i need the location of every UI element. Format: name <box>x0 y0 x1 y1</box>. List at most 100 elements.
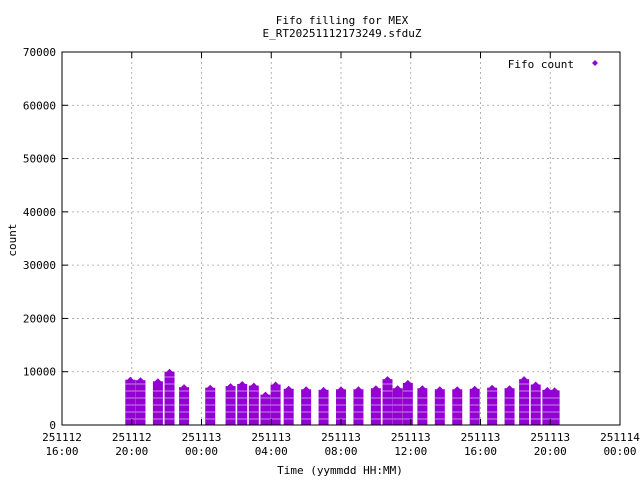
data-point-marker <box>303 386 310 393</box>
data-point-marker <box>338 386 344 393</box>
data-point-marker <box>137 377 144 384</box>
data-point-band <box>382 379 393 425</box>
data-point-column <box>301 386 312 425</box>
x-tick-label-time: 16:00 <box>45 445 78 458</box>
data-point-column <box>205 384 216 425</box>
x-tick-label-time: 16:00 <box>464 445 497 458</box>
data-point-marker <box>532 381 539 388</box>
data-point-column <box>164 368 175 425</box>
data-point-column <box>370 385 381 425</box>
data-point-band <box>152 381 163 425</box>
data-point-band <box>370 388 381 425</box>
x-tick-label-date: 251113 <box>182 431 222 444</box>
data-point-band <box>301 389 312 425</box>
x-tick-label-date: 251112 <box>42 431 82 444</box>
data-point-marker <box>454 386 461 393</box>
data-point-column <box>135 377 146 425</box>
data-point-column <box>260 391 271 425</box>
data-point-column <box>452 386 463 425</box>
data-point-band <box>225 386 236 425</box>
data-point-column <box>392 385 403 425</box>
data-point-marker <box>250 382 257 389</box>
data-point-marker <box>521 376 528 383</box>
data-point-column <box>225 383 236 425</box>
data-point-marker <box>355 386 362 393</box>
data-point-marker <box>436 386 443 393</box>
x-tick-label-time: 08:00 <box>324 445 357 458</box>
data-point-marker <box>262 391 269 398</box>
data-point-marker <box>207 384 214 391</box>
x-tick-label-date: 251112 <box>112 431 152 444</box>
data-point-marker <box>404 379 411 386</box>
data-point-band <box>519 379 530 425</box>
grid <box>62 52 620 425</box>
data-point-marker <box>227 383 234 390</box>
data-point-column <box>353 386 364 425</box>
y-tick-label: 50000 <box>23 153 56 166</box>
data-point-column <box>283 385 294 425</box>
x-tick-label-date: 251113 <box>251 431 291 444</box>
data-point-marker <box>239 380 246 387</box>
x-tick-label-time: 00:00 <box>603 445 636 458</box>
data-point-band <box>434 389 445 425</box>
data-point-band <box>353 389 364 425</box>
data-point-band <box>392 388 403 425</box>
x-tick-label-date: 251113 <box>461 431 501 444</box>
data-point-band <box>125 379 136 425</box>
legend-label: Fifo count <box>508 58 574 71</box>
data-point-marker <box>551 387 558 394</box>
data-point-marker <box>154 378 161 385</box>
data-point-marker <box>181 384 188 391</box>
data-point-marker <box>285 385 292 392</box>
data-point-marker <box>372 385 379 392</box>
chart-title: Fifo filling for MEX <box>276 14 409 27</box>
data-point-column <box>469 385 480 425</box>
data-point-band <box>318 389 329 425</box>
data-point-band <box>469 388 480 425</box>
data-point-band <box>179 387 190 425</box>
y-axis-label: count <box>6 223 19 256</box>
data-point-marker <box>489 384 496 391</box>
chart-subtitle: E_RT20251112173249.sfduZ <box>263 27 422 40</box>
data-point-marker <box>127 376 134 383</box>
x-axis-label: Time (yymmdd HH:MM) <box>277 464 403 477</box>
data-point-column <box>270 381 281 425</box>
x-tick-label-time: 04:00 <box>255 445 288 458</box>
y-tick-label: 30000 <box>23 259 56 272</box>
x-tick-label-date: 251113 <box>391 431 431 444</box>
y-tick-label: 0 <box>49 419 56 432</box>
y-tick-label: 20000 <box>23 312 56 325</box>
data-point-band <box>135 380 146 425</box>
data-point-band <box>417 388 428 425</box>
data-point-marker <box>166 368 173 375</box>
data-point-marker <box>506 385 513 392</box>
data-point-column <box>179 384 190 425</box>
data-point-marker <box>320 386 327 393</box>
data-point-column <box>152 378 163 425</box>
data-point-band <box>504 388 515 425</box>
data-point-marker <box>272 381 279 388</box>
data-point-band <box>237 383 248 425</box>
y-tick-label: 70000 <box>23 46 56 59</box>
x-tick-label-time: 00:00 <box>185 445 218 458</box>
data-point-band <box>542 389 553 425</box>
y-tick-label: 40000 <box>23 206 56 219</box>
data-point-marker <box>384 376 391 383</box>
x-tick-label-time: 12:00 <box>394 445 427 458</box>
x-tick-label-date: 251113 <box>530 431 570 444</box>
data-point-band <box>487 387 498 425</box>
data-point-column <box>417 385 428 425</box>
data-point-column <box>530 381 541 425</box>
data-point-column <box>237 380 248 425</box>
data-point-band <box>336 389 346 425</box>
axis-ticks: 0 10000 20000 30000 40000 50000 60000 70000 2511… <box>23 46 640 458</box>
x-tick-label-date: 251114 <box>600 431 640 444</box>
data-point-column <box>504 385 515 425</box>
data-point-marker <box>419 385 426 392</box>
y-tick-label: 10000 <box>23 366 56 379</box>
data-point-band <box>549 390 560 425</box>
data-point-column <box>402 379 413 425</box>
x-tick-label-time: 20:00 <box>115 445 148 458</box>
data-point-column <box>434 386 445 425</box>
